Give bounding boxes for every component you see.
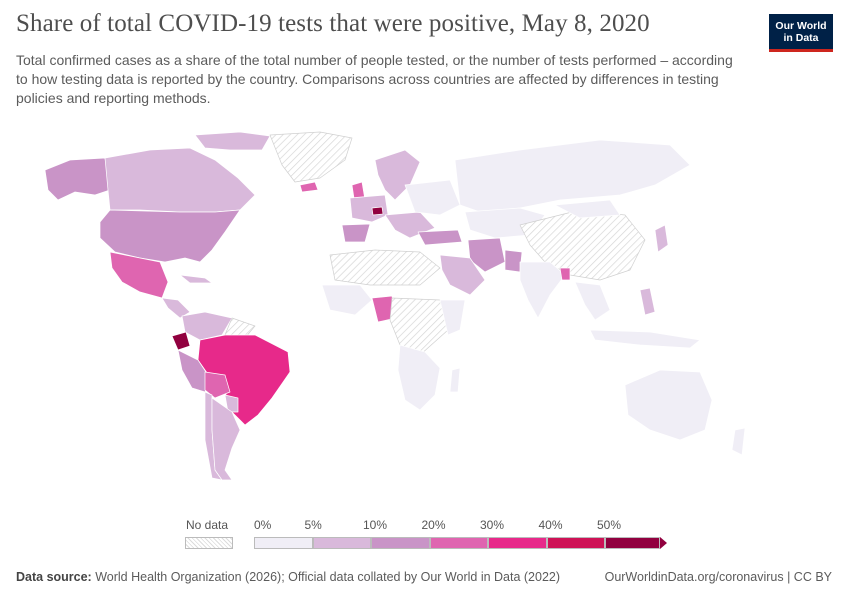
region-india[interactable] [519, 261, 566, 319]
legend-color-bin [546, 537, 605, 549]
region-alaska[interactable] [44, 157, 111, 201]
region-scandinavia[interactable] [374, 149, 421, 201]
data-source: Data source: World Health Organization (… [16, 570, 560, 584]
region-southern-africa[interactable] [397, 344, 441, 411]
region-russia[interactable] [454, 139, 691, 213]
legend-tick-label: 20% [421, 518, 446, 532]
chart-title: Share of total COVID-19 tests that were … [16, 10, 650, 37]
region-east-europe[interactable] [404, 179, 461, 216]
chart-subtitle: Total confirmed cases as a share of the … [16, 52, 733, 106]
region-canada[interactable] [104, 147, 256, 213]
region-argentina[interactable] [211, 397, 241, 481]
legend-tick-label: 50% [597, 518, 622, 532]
region-central-america[interactable] [161, 297, 191, 319]
legend-color-bin [605, 537, 660, 549]
data-source-text: World Health Organization (2026); Offici… [95, 570, 561, 584]
data-source-label: Data source: [16, 570, 92, 584]
region-east-africa[interactable] [439, 299, 466, 336]
owid-logo[interactable]: Our World in Data [769, 14, 833, 52]
legend-color-bin [371, 537, 430, 549]
region-iceland[interactable] [299, 181, 319, 193]
region-greenland[interactable] [269, 131, 353, 183]
region-turkey[interactable] [417, 229, 463, 246]
world-map [44, 131, 746, 481]
region-se-asia[interactable] [574, 281, 611, 321]
legend-color-bin [429, 537, 488, 549]
region-canada-islands[interactable] [194, 131, 271, 151]
region-mongolia[interactable] [554, 199, 621, 219]
legend-tick-label: 5% [304, 518, 322, 532]
region-arabia[interactable] [439, 254, 486, 296]
legend-tick-label: 10% [363, 518, 388, 532]
legend-no-data-swatch [185, 537, 233, 549]
legend-tick-label: 0% [254, 518, 272, 532]
footer-link[interactable]: OurWorldinData.org/coronavirus | CC BY [604, 570, 832, 584]
region-usa[interactable] [99, 209, 241, 263]
legend-arrow-tip [659, 537, 667, 549]
region-bolivia[interactable] [204, 371, 231, 399]
logo-line-2: in Data [783, 32, 819, 44]
legend-color-bin [488, 537, 547, 549]
region-japan[interactable] [654, 224, 669, 253]
legend-color-bin [312, 537, 371, 549]
region-australia[interactable] [624, 369, 713, 441]
region-new-zealand[interactable] [731, 427, 746, 456]
region-indonesia[interactable] [589, 329, 701, 349]
region-belgium[interactable] [371, 206, 384, 216]
region-ecuador[interactable] [171, 331, 191, 351]
legend-tick-label: 30% [480, 518, 505, 532]
legend-color-bin [254, 537, 313, 549]
legend-tick-label: 40% [538, 518, 563, 532]
region-central-africa[interactable] [389, 297, 449, 356]
region-pakistan[interactable] [504, 249, 523, 273]
region-france-de[interactable] [349, 194, 389, 223]
region-west-africa[interactable] [321, 284, 373, 316]
legend-no-data-label: No data [186, 518, 229, 532]
region-iran[interactable] [467, 237, 506, 273]
region-paraguay[interactable] [224, 394, 239, 413]
logo-line-1: Our World [775, 20, 827, 32]
region-philippines[interactable] [639, 287, 656, 316]
region-madagascar[interactable] [449, 367, 461, 393]
region-cuba[interactable] [179, 274, 213, 284]
region-spain[interactable] [341, 223, 371, 243]
region-bangladesh[interactable] [559, 267, 571, 281]
region-north-africa[interactable] [329, 249, 441, 286]
